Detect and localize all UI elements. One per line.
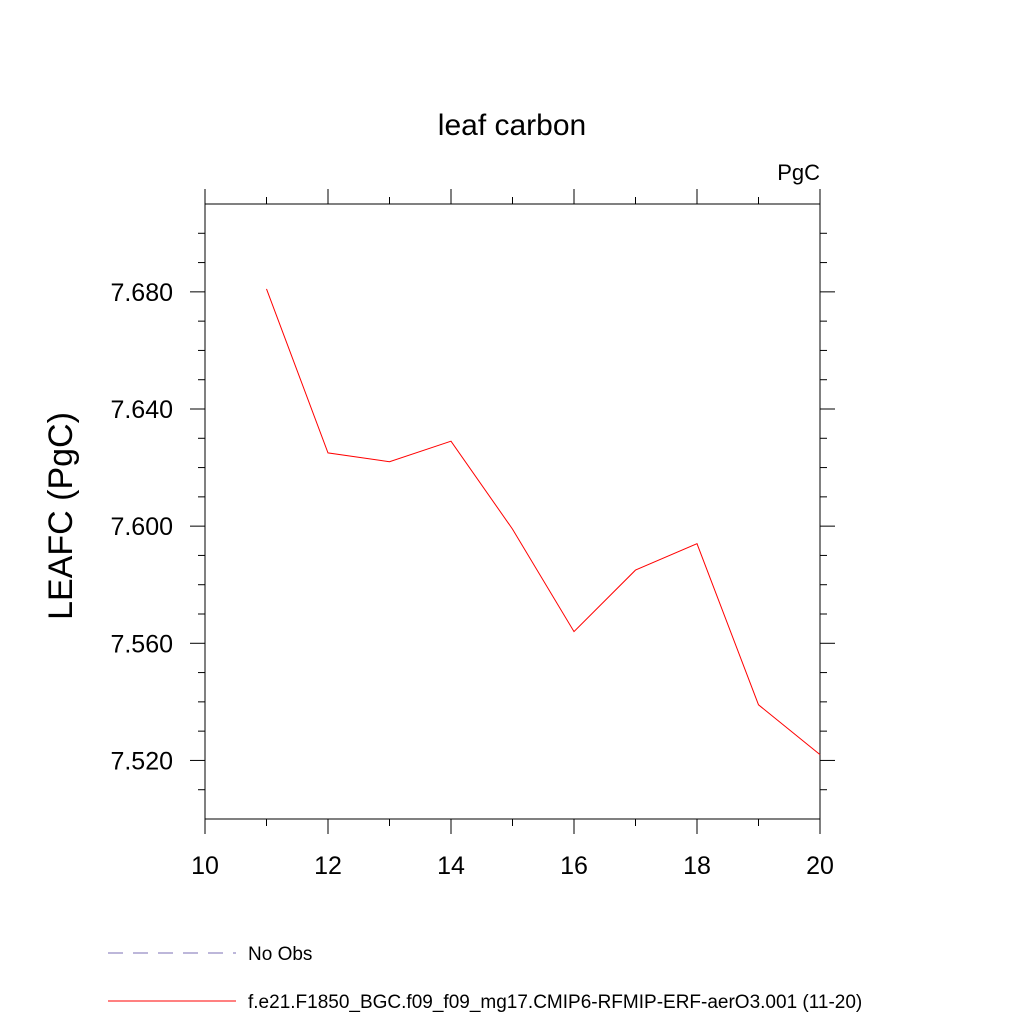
series-lines: [266, 288, 821, 755]
axis-ticks: [190, 189, 835, 834]
plot-frame: [204, 203, 821, 820]
x-tick-label: 14: [437, 852, 465, 880]
series-line: [266, 288, 821, 755]
y-tick-label: 7.680: [110, 279, 173, 307]
chart-title: leaf carbon: [438, 109, 586, 142]
y-tick-label: 7.520: [110, 747, 173, 775]
y-tick-label: 7.600: [110, 513, 173, 541]
x-tick-label: 20: [806, 852, 834, 880]
x-tick-label: 10: [191, 852, 219, 880]
legend-label: f.e21.F1850_BGC.f09_f09_mg17.CMIP6-RFMIP…: [248, 992, 862, 1013]
legend-label: No Obs: [248, 944, 312, 965]
y-tick-label: 7.560: [110, 630, 173, 658]
x-tick-label: 12: [314, 852, 342, 880]
x-tick-label: 18: [683, 852, 711, 880]
legend: No Obs f.e21.F1850_BGC.f09_f09_mg17.CMIP6…: [108, 944, 862, 1013]
x-tick-label: 16: [560, 852, 588, 880]
units-label: PgC: [777, 160, 820, 185]
x-tick-labels: 10 12 14 16 18 20: [191, 852, 834, 880]
y-tick-labels: 7.520 7.560 7.600 7.640 7.680: [110, 279, 173, 776]
y-tick-label: 7.640: [110, 396, 173, 424]
y-axis-label: LEAFC (PgC): [42, 412, 80, 620]
